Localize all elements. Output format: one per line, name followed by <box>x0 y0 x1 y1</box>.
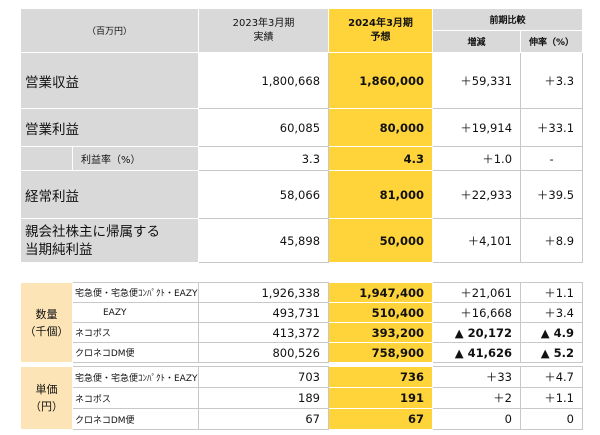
prev-value: 1,800,668 <box>198 52 330 109</box>
pl-row-ordinary-profit: 経常利益 58,066 81,000 ＋22,933 ＋39.5 <box>19 170 584 219</box>
price-unit: （円） <box>30 400 63 413</box>
prev-value: 493,731 <box>198 302 329 323</box>
prev-value: 189 <box>198 387 329 409</box>
rate-value: ＋33.1 <box>520 108 584 147</box>
net-income-label: 親会社株主に帰属する 当期純利益 <box>19 218 200 263</box>
diff-value: ＋4,101 <box>432 218 522 263</box>
rate-header: 伸率（%） <box>520 30 584 53</box>
diff-value: 0 <box>432 408 521 430</box>
row-label: 経常利益 <box>19 170 200 219</box>
prev-kind-label: 実績 <box>253 31 274 43</box>
prev-year-header: 2023年3月期 実績 <box>198 8 330 53</box>
row-label: 宅急便・宅急便ｺﾝﾊﾟｸﾄ・EAZY <box>72 282 199 303</box>
rate-value: ＋8.9 <box>520 218 584 263</box>
rate-value: ＋3.3 <box>520 52 584 109</box>
cur-year-label: 2024年3月期 <box>348 17 413 29</box>
diff-value: ＋19,914 <box>432 108 522 147</box>
diff-header: 増減 <box>432 30 522 53</box>
cur-value: 81,000 <box>328 170 434 219</box>
row-label-line1: 親会社株主に帰属する <box>25 223 160 240</box>
prev-value: 60,085 <box>198 108 330 147</box>
prev-value: 58,066 <box>198 170 330 219</box>
cur-value: 50,000 <box>328 218 434 263</box>
diff-value: ＋59,331 <box>432 52 522 109</box>
volume-price-table: 数量 （千個） 宅急便・宅急便ｺﾝﾊﾟｸﾄ・EAZY 1,926,338 1,9… <box>20 282 583 430</box>
diff-value: ▲ 20,172 <box>432 322 521 343</box>
prev-value: 67 <box>198 408 329 430</box>
diff-value: ▲ 41,626 <box>432 342 521 363</box>
cur-year-header: 2024年3月期 予想 <box>328 8 434 53</box>
group-spacer <box>20 362 583 367</box>
rate-value: ▲ 4.9 <box>520 322 583 343</box>
volume-label: 数量 <box>35 307 58 321</box>
diff-value: ＋2 <box>432 387 521 409</box>
rate-value: ▲ 5.2 <box>520 342 583 363</box>
cur-value: 191 <box>328 387 433 409</box>
diff-value: ＋1.0 <box>432 146 522 171</box>
rate-value: 0 <box>520 408 583 430</box>
cur-value: 4.3 <box>328 146 434 171</box>
diff-value: ＋21,061 <box>432 282 521 303</box>
pl-row-revenue: 営業収益 1,800,668 1,860,000 ＋59,331 ＋3.3 <box>19 52 584 109</box>
prev-value: 3.3 <box>198 146 330 171</box>
row-label: ネコポス <box>72 387 199 409</box>
price-row: 単価 （円） 宅急便・宅急便ｺﾝﾊﾟｸﾄ・EAZY 703 736 ＋33 ＋4… <box>20 366 583 430</box>
price-row: クロネコDM便 67 67 0 0 <box>21 408 583 430</box>
volume-row: クロネコDM便 800,526 758,900 ▲ 41,626 ▲ 5.2 <box>21 342 583 363</box>
volume-unit: （千個） <box>24 324 69 338</box>
unit-label: （百万円） <box>19 8 200 53</box>
comparison-header: 前期比較 <box>432 8 584 31</box>
cur-value: 1,947,400 <box>328 282 433 303</box>
price-group-label: 単価 （円） <box>20 366 73 430</box>
pl-row-operating-profit: 営業利益 60,085 80,000 ＋19,914 ＋33.1 <box>19 108 584 147</box>
cur-value: 67 <box>328 408 433 430</box>
cur-value: 510,400 <box>328 302 433 323</box>
rate-value: ＋1.1 <box>520 387 583 409</box>
prev-value: 413,372 <box>198 322 329 343</box>
row-label: 営業利益 <box>19 108 200 147</box>
row-label: 利益率（%） <box>71 146 200 171</box>
cur-value: 80,000 <box>328 108 434 147</box>
rate-value: ＋1.1 <box>520 282 583 303</box>
pl-row-net-income: 親会社株主に帰属する 当期純利益 45,898 50,000 ＋4,101 ＋8… <box>19 218 584 263</box>
price-label: 単価 <box>35 383 58 396</box>
cur-value: 758,900 <box>328 342 433 363</box>
diff-value: ＋33 <box>432 366 521 388</box>
volume-group-label: 数量 （千個） <box>20 282 73 363</box>
row-label: 宅急便・宅急便ｺﾝﾊﾟｸﾄ・EAZY <box>72 366 199 388</box>
prev-year-label: 2023年3月期 <box>232 17 295 29</box>
margin-indent <box>20 146 73 171</box>
row-label: ネコポス <box>72 322 199 343</box>
cur-value: 393,200 <box>328 322 433 343</box>
cur-kind-label: 予想 <box>370 31 391 43</box>
volume-row: ネコポス 413,372 393,200 ▲ 20,172 ▲ 4.9 <box>21 322 583 343</box>
prev-value: 703 <box>198 366 329 388</box>
row-label: クロネコDM便 <box>72 342 199 363</box>
cur-value: 736 <box>328 366 433 388</box>
pl-row-margin: 利益率（%） 3.3 4.3 ＋1.0 - <box>20 146 584 171</box>
rate-value: ＋39.5 <box>520 170 584 219</box>
rate-value: ＋3.4 <box>520 302 583 323</box>
pl-forecast-table: （百万円） 2023年3月期 実績 2024年3月期 予想 前期比較 増減 伸率… <box>19 8 584 263</box>
prev-value: 45,898 <box>198 218 330 263</box>
rate-value: - <box>520 146 584 171</box>
cur-value: 1,860,000 <box>328 52 434 109</box>
rate-value: ＋4.7 <box>520 366 583 388</box>
row-label: 営業収益 <box>19 52 200 109</box>
prev-value: 1,926,338 <box>198 282 329 303</box>
row-label: EAZY <box>72 302 199 323</box>
price-row: ネコポス 189 191 ＋2 ＋1.1 <box>21 387 583 409</box>
row-label: クロネコDM便 <box>72 408 199 430</box>
prev-value: 800,526 <box>198 342 329 363</box>
volume-row: 数量 （千個） 宅急便・宅急便ｺﾝﾊﾟｸﾄ・EAZY 1,926,338 1,9… <box>20 282 583 363</box>
row-label-line2: 当期純利益 <box>25 241 93 258</box>
diff-value: ＋22,933 <box>432 170 522 219</box>
diff-value: ＋16,668 <box>432 302 521 323</box>
volume-row: EAZY 493,731 510,400 ＋16,668 ＋3.4 <box>21 302 583 323</box>
